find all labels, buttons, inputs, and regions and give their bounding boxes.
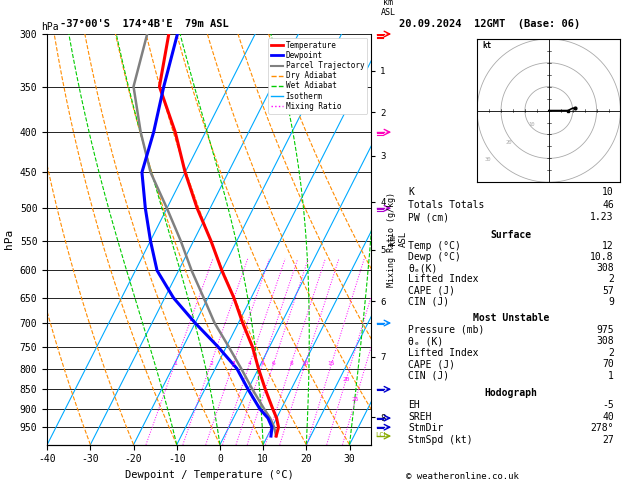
Y-axis label: km
ASL: km ASL bbox=[388, 231, 408, 247]
Text: 308: 308 bbox=[596, 336, 614, 347]
Text: CIN (J): CIN (J) bbox=[408, 297, 450, 307]
Text: 2: 2 bbox=[209, 361, 213, 366]
Text: CAPE (J): CAPE (J) bbox=[408, 286, 455, 295]
Text: Hodograph: Hodograph bbox=[484, 388, 538, 398]
Text: 15: 15 bbox=[328, 361, 335, 366]
Text: Lifted Index: Lifted Index bbox=[408, 347, 479, 358]
Text: 308: 308 bbox=[596, 263, 614, 273]
Text: 975: 975 bbox=[596, 325, 614, 335]
Text: Pressure (mb): Pressure (mb) bbox=[408, 325, 485, 335]
Text: 9: 9 bbox=[608, 297, 614, 307]
Text: θₑ(K): θₑ(K) bbox=[408, 263, 438, 273]
Text: kt: kt bbox=[482, 41, 491, 51]
Text: Most Unstable: Most Unstable bbox=[473, 313, 549, 324]
Text: 20.09.2024  12GMT  (Base: 06): 20.09.2024 12GMT (Base: 06) bbox=[399, 19, 581, 29]
Text: Totals Totals: Totals Totals bbox=[408, 200, 485, 210]
Text: 70: 70 bbox=[602, 359, 614, 369]
Text: hPa: hPa bbox=[41, 21, 58, 32]
Text: 3: 3 bbox=[231, 361, 235, 366]
Text: Dewp (°C): Dewp (°C) bbox=[408, 252, 461, 262]
Text: SREH: SREH bbox=[408, 412, 432, 421]
Text: StmSpd (kt): StmSpd (kt) bbox=[408, 435, 473, 445]
Text: 1: 1 bbox=[608, 370, 614, 381]
Text: PW (cm): PW (cm) bbox=[408, 212, 450, 223]
Text: 1: 1 bbox=[173, 361, 177, 366]
Text: 20: 20 bbox=[343, 377, 350, 382]
Text: StmDir: StmDir bbox=[408, 423, 443, 434]
Text: 10: 10 bbox=[602, 187, 614, 197]
Legend: Temperature, Dewpoint, Parcel Trajectory, Dry Adiabat, Wet Adiabat, Isotherm, Mi: Temperature, Dewpoint, Parcel Trajectory… bbox=[268, 38, 367, 114]
Text: 278°: 278° bbox=[590, 423, 614, 434]
Text: Surface: Surface bbox=[491, 230, 532, 240]
Text: 46: 46 bbox=[602, 200, 614, 210]
Text: 1.23: 1.23 bbox=[590, 212, 614, 223]
Text: 2: 2 bbox=[608, 275, 614, 284]
Text: 10: 10 bbox=[301, 361, 309, 366]
Text: LCL: LCL bbox=[376, 432, 389, 438]
Text: 40: 40 bbox=[602, 412, 614, 421]
Text: -37°00'S  174°4B'E  79m ASL: -37°00'S 174°4B'E 79m ASL bbox=[60, 19, 228, 29]
Text: 20: 20 bbox=[506, 140, 512, 145]
Text: © weatheronline.co.uk: © weatheronline.co.uk bbox=[406, 472, 518, 481]
Text: 25: 25 bbox=[352, 397, 359, 402]
Text: 2: 2 bbox=[608, 347, 614, 358]
Text: -5: -5 bbox=[602, 399, 614, 410]
Text: 6: 6 bbox=[272, 361, 276, 366]
Text: 10.8: 10.8 bbox=[590, 252, 614, 262]
Text: θₑ (K): θₑ (K) bbox=[408, 336, 443, 347]
Text: 5: 5 bbox=[261, 361, 265, 366]
Text: 10: 10 bbox=[528, 122, 535, 127]
Text: 27: 27 bbox=[602, 435, 614, 445]
Text: Mixing Ratio (g/kg): Mixing Ratio (g/kg) bbox=[387, 192, 396, 287]
Text: 57: 57 bbox=[602, 286, 614, 295]
Text: 8: 8 bbox=[289, 361, 293, 366]
Text: K: K bbox=[408, 187, 415, 197]
Text: 30: 30 bbox=[484, 157, 491, 162]
Text: 12: 12 bbox=[602, 241, 614, 251]
Text: Lifted Index: Lifted Index bbox=[408, 275, 479, 284]
Text: km
ASL: km ASL bbox=[381, 0, 396, 17]
X-axis label: Dewpoint / Temperature (°C): Dewpoint / Temperature (°C) bbox=[125, 470, 294, 480]
Text: 4: 4 bbox=[248, 361, 252, 366]
Text: EH: EH bbox=[408, 399, 420, 410]
Text: CIN (J): CIN (J) bbox=[408, 370, 450, 381]
Y-axis label: hPa: hPa bbox=[4, 229, 14, 249]
Text: Temp (°C): Temp (°C) bbox=[408, 241, 461, 251]
Text: CAPE (J): CAPE (J) bbox=[408, 359, 455, 369]
